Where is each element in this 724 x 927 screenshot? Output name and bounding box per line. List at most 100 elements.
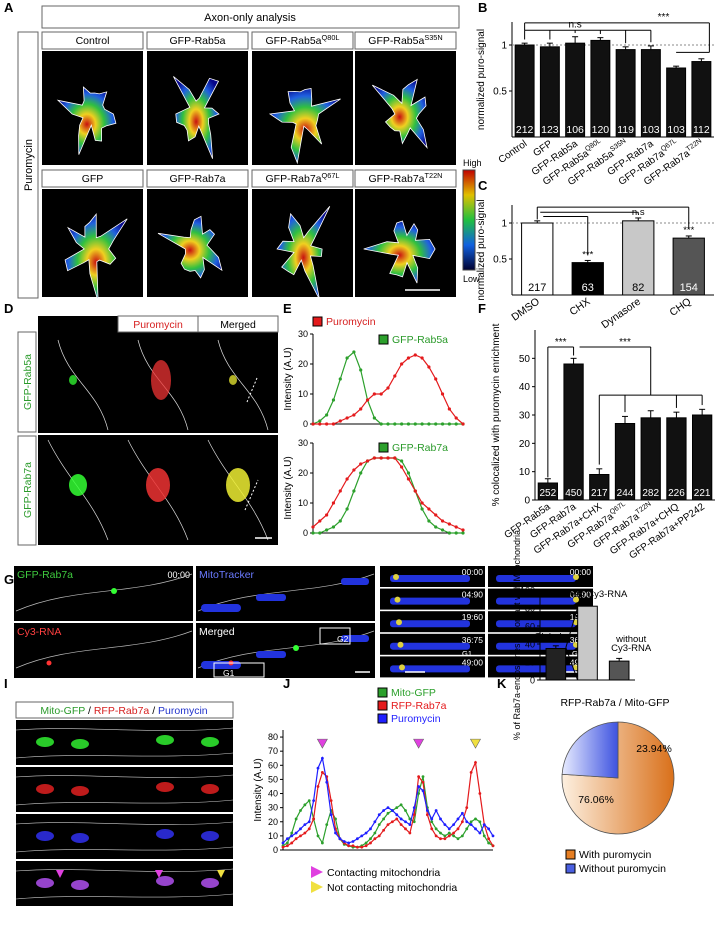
mitochondrion — [390, 620, 470, 628]
signal-spot — [36, 831, 54, 841]
data-point — [345, 477, 349, 481]
n-label: 221 — [694, 488, 711, 499]
data-point — [369, 827, 372, 831]
panelA-col-label-box — [146, 31, 249, 50]
data-point — [299, 834, 302, 838]
data-point — [390, 820, 394, 824]
data-point — [474, 817, 477, 821]
y-tick-label: 20 — [298, 468, 308, 478]
connector — [565, 647, 578, 681]
g2-label: G2 — [572, 649, 582, 658]
y-tick-label: 80 — [268, 732, 278, 742]
data-point — [331, 501, 336, 505]
data-point — [461, 531, 465, 535]
data-point — [318, 531, 322, 535]
data-point — [406, 471, 411, 475]
y-tick-label: 1 — [501, 219, 507, 230]
data-point — [334, 817, 337, 821]
data-point — [345, 416, 349, 420]
label-main: GFP — [82, 173, 104, 185]
panelA-col-label-box — [251, 169, 354, 188]
timestamp: 04:90 — [462, 590, 484, 600]
data-point — [434, 809, 438, 812]
data-point — [338, 377, 342, 381]
series-line — [313, 457, 463, 534]
data-point — [491, 834, 495, 838]
data-point — [379, 456, 383, 460]
data-point — [406, 477, 411, 481]
bar — [672, 237, 705, 296]
data-point — [386, 806, 390, 810]
category-label: Global — [534, 632, 561, 643]
colorbar-low-label: Low — [463, 274, 480, 284]
neuron-growth-cone — [276, 206, 331, 300]
endosome-signal — [111, 588, 117, 594]
data-point — [325, 413, 329, 417]
panelG-label: GFP-Rab7a — [17, 569, 73, 581]
data-point — [420, 507, 424, 511]
data-point — [447, 407, 451, 411]
data-point — [386, 422, 390, 426]
legend-swatch-gfp — [378, 334, 389, 345]
panelG-label: Cy3-RNA — [17, 626, 61, 638]
signal-spot — [201, 784, 219, 794]
panel-letter-D: D — [4, 301, 13, 316]
panelA-col-label: GFP — [82, 173, 104, 185]
data-point — [393, 456, 397, 460]
data-point — [456, 817, 460, 821]
data-point — [311, 525, 315, 529]
data-point — [373, 837, 377, 841]
data-point — [320, 841, 324, 845]
endosome-signal — [229, 375, 237, 385]
n-label: 123 — [541, 124, 559, 136]
y-tick-label: 30 — [298, 329, 308, 339]
mitochondrion — [341, 578, 369, 585]
data-point — [372, 392, 376, 396]
data-point — [347, 844, 351, 848]
data-point — [440, 392, 445, 396]
data-point — [460, 820, 464, 824]
line-scan — [246, 377, 258, 403]
data-point — [360, 845, 364, 849]
n-label: 103 — [667, 124, 685, 136]
y-tick-label: 30 — [298, 438, 308, 448]
signal-spot — [36, 878, 54, 888]
data-point — [440, 519, 445, 523]
data-point — [434, 377, 438, 381]
data-point — [406, 356, 411, 360]
data-point — [355, 845, 359, 849]
significance-label: n.s — [568, 19, 581, 30]
y-axis-label: normalized puro-signal — [476, 199, 487, 300]
legend-label: Not contacting mitochondria — [327, 882, 457, 894]
signal-spot — [36, 784, 54, 794]
timestamp: 19:60 — [462, 612, 484, 622]
data-point — [377, 834, 381, 838]
legend-swatch — [565, 863, 576, 874]
data-point — [345, 356, 349, 360]
label-main: GFP-Rab5a — [266, 35, 322, 47]
data-point — [425, 809, 429, 812]
mitochondrion — [390, 642, 470, 650]
neuron-growth-cone — [173, 76, 220, 159]
panelD-row-label: GFP-Rab7a — [22, 462, 34, 518]
data-point — [469, 770, 473, 774]
legend-swatch-puromycin — [312, 316, 323, 327]
label-superscript: Q67L — [322, 171, 340, 180]
data-point — [447, 827, 451, 831]
data-point — [352, 468, 356, 472]
axon-outline — [15, 893, 234, 900]
panelD-header-box — [197, 315, 279, 333]
data-point — [443, 834, 447, 838]
data-point — [460, 834, 464, 838]
panelA-col-label: GFP-Rab5aQ80L — [266, 33, 340, 47]
panelI-header-part: Puromycin — [158, 705, 208, 717]
data-point — [465, 806, 469, 810]
data-point — [351, 844, 355, 848]
data-point — [439, 837, 442, 841]
y-tick-label: 10 — [298, 498, 308, 508]
endosome-signal — [151, 360, 171, 400]
data-point — [311, 531, 315, 535]
data-point — [290, 831, 294, 835]
data-point — [469, 820, 473, 824]
data-point — [454, 422, 458, 426]
